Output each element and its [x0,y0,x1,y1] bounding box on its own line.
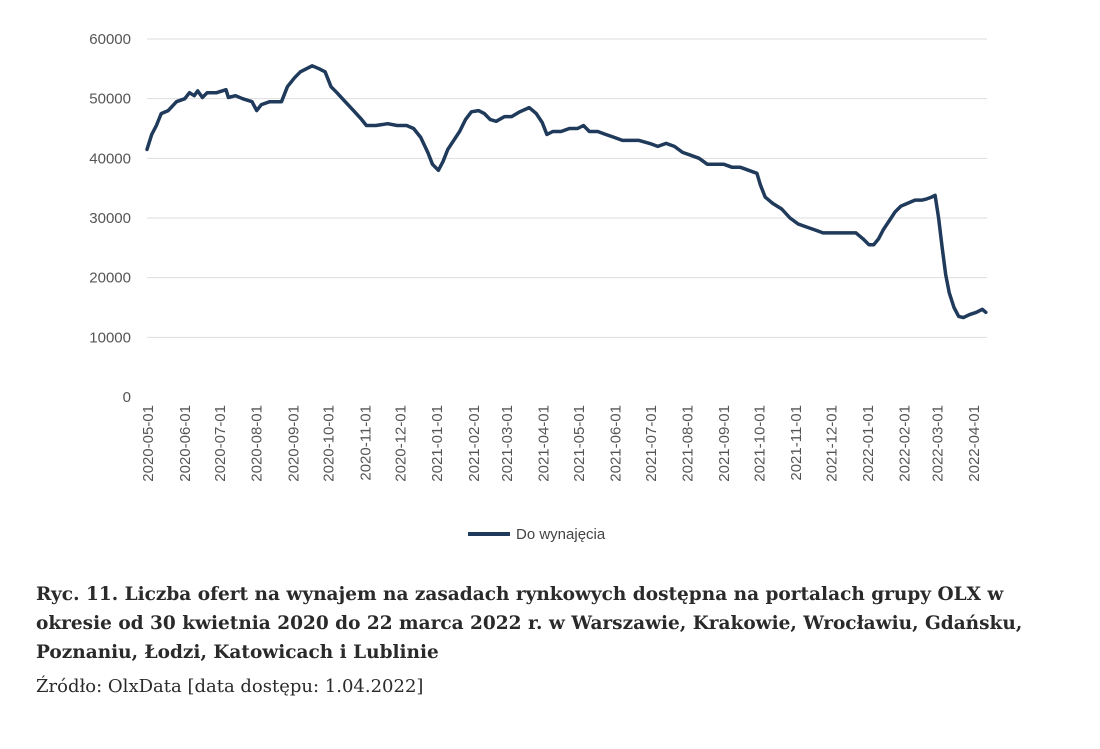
y-tick-label: 40000 [89,150,131,167]
x-tick-label: 2020-06-01 [177,405,194,482]
y-tick-label: 0 [123,389,131,406]
x-tick-label: 2020-12-01 [393,405,410,482]
x-tick-label: 2020-09-01 [285,405,302,482]
x-tick-label: 2022-02-01 [896,405,913,482]
x-tick-label: 2022-03-01 [929,405,946,482]
line-chart: 0 10000 20000 30000 40000 50000 60000 2020-05-… [89,31,988,543]
figure-source: Źródło: OlxData [data dostępu: 1.04.2022… [36,676,424,697]
x-tick-label: 2020-05-01 [140,405,157,482]
figure-caption: Ryc. 11. Liczba ofert na wynajem na zasa… [36,584,1023,663]
x-tick-label: 2020-07-01 [212,405,229,482]
x-tick-label: 2021-04-01 [535,405,552,482]
y-tick-label: 10000 [89,329,131,346]
series-line-do-wynajecia [145,64,988,320]
x-tick-label: 2022-04-01 [966,405,983,482]
y-tick-label: 50000 [89,91,131,108]
x-tick-label: 2021-07-01 [643,405,660,482]
x-tick-label: 2021-01-01 [429,405,446,482]
x-tick-label: 2020-11-01 [357,405,374,481]
y-tick-label: 60000 [89,31,131,48]
x-tick-label: 2022-01-01 [860,405,877,482]
x-tick-label: 2021-03-01 [499,405,516,482]
x-tick-label: 2020-08-01 [249,405,266,482]
x-tick-label: 2021-11-01 [788,405,805,481]
y-tick-label: 20000 [89,270,131,287]
y-axis-labels: 0 10000 20000 30000 40000 50000 60000 [89,31,131,406]
x-tick-label: 2021-09-01 [716,405,733,482]
x-tick-label: 2020-10-01 [321,405,338,482]
x-axis-labels: 2020-05-01 2020-06-01 2020-07-01 2020-08-01… [140,405,983,482]
x-tick-label: 2021-02-01 [466,405,483,482]
x-tick-label: 2021-12-01 [823,405,840,482]
grid-lines [147,38,987,338]
series-layer [145,64,988,320]
y-tick-label: 30000 [89,210,131,227]
x-tick-label: 2021-08-01 [679,405,696,482]
legend: Do wynajęcia [468,526,606,543]
x-tick-label: 2021-06-01 [607,405,624,482]
x-tick-label: 2021-10-01 [751,405,768,482]
x-tick-label: 2021-05-01 [571,405,588,482]
legend-label: Do wynajęcia [516,526,606,543]
